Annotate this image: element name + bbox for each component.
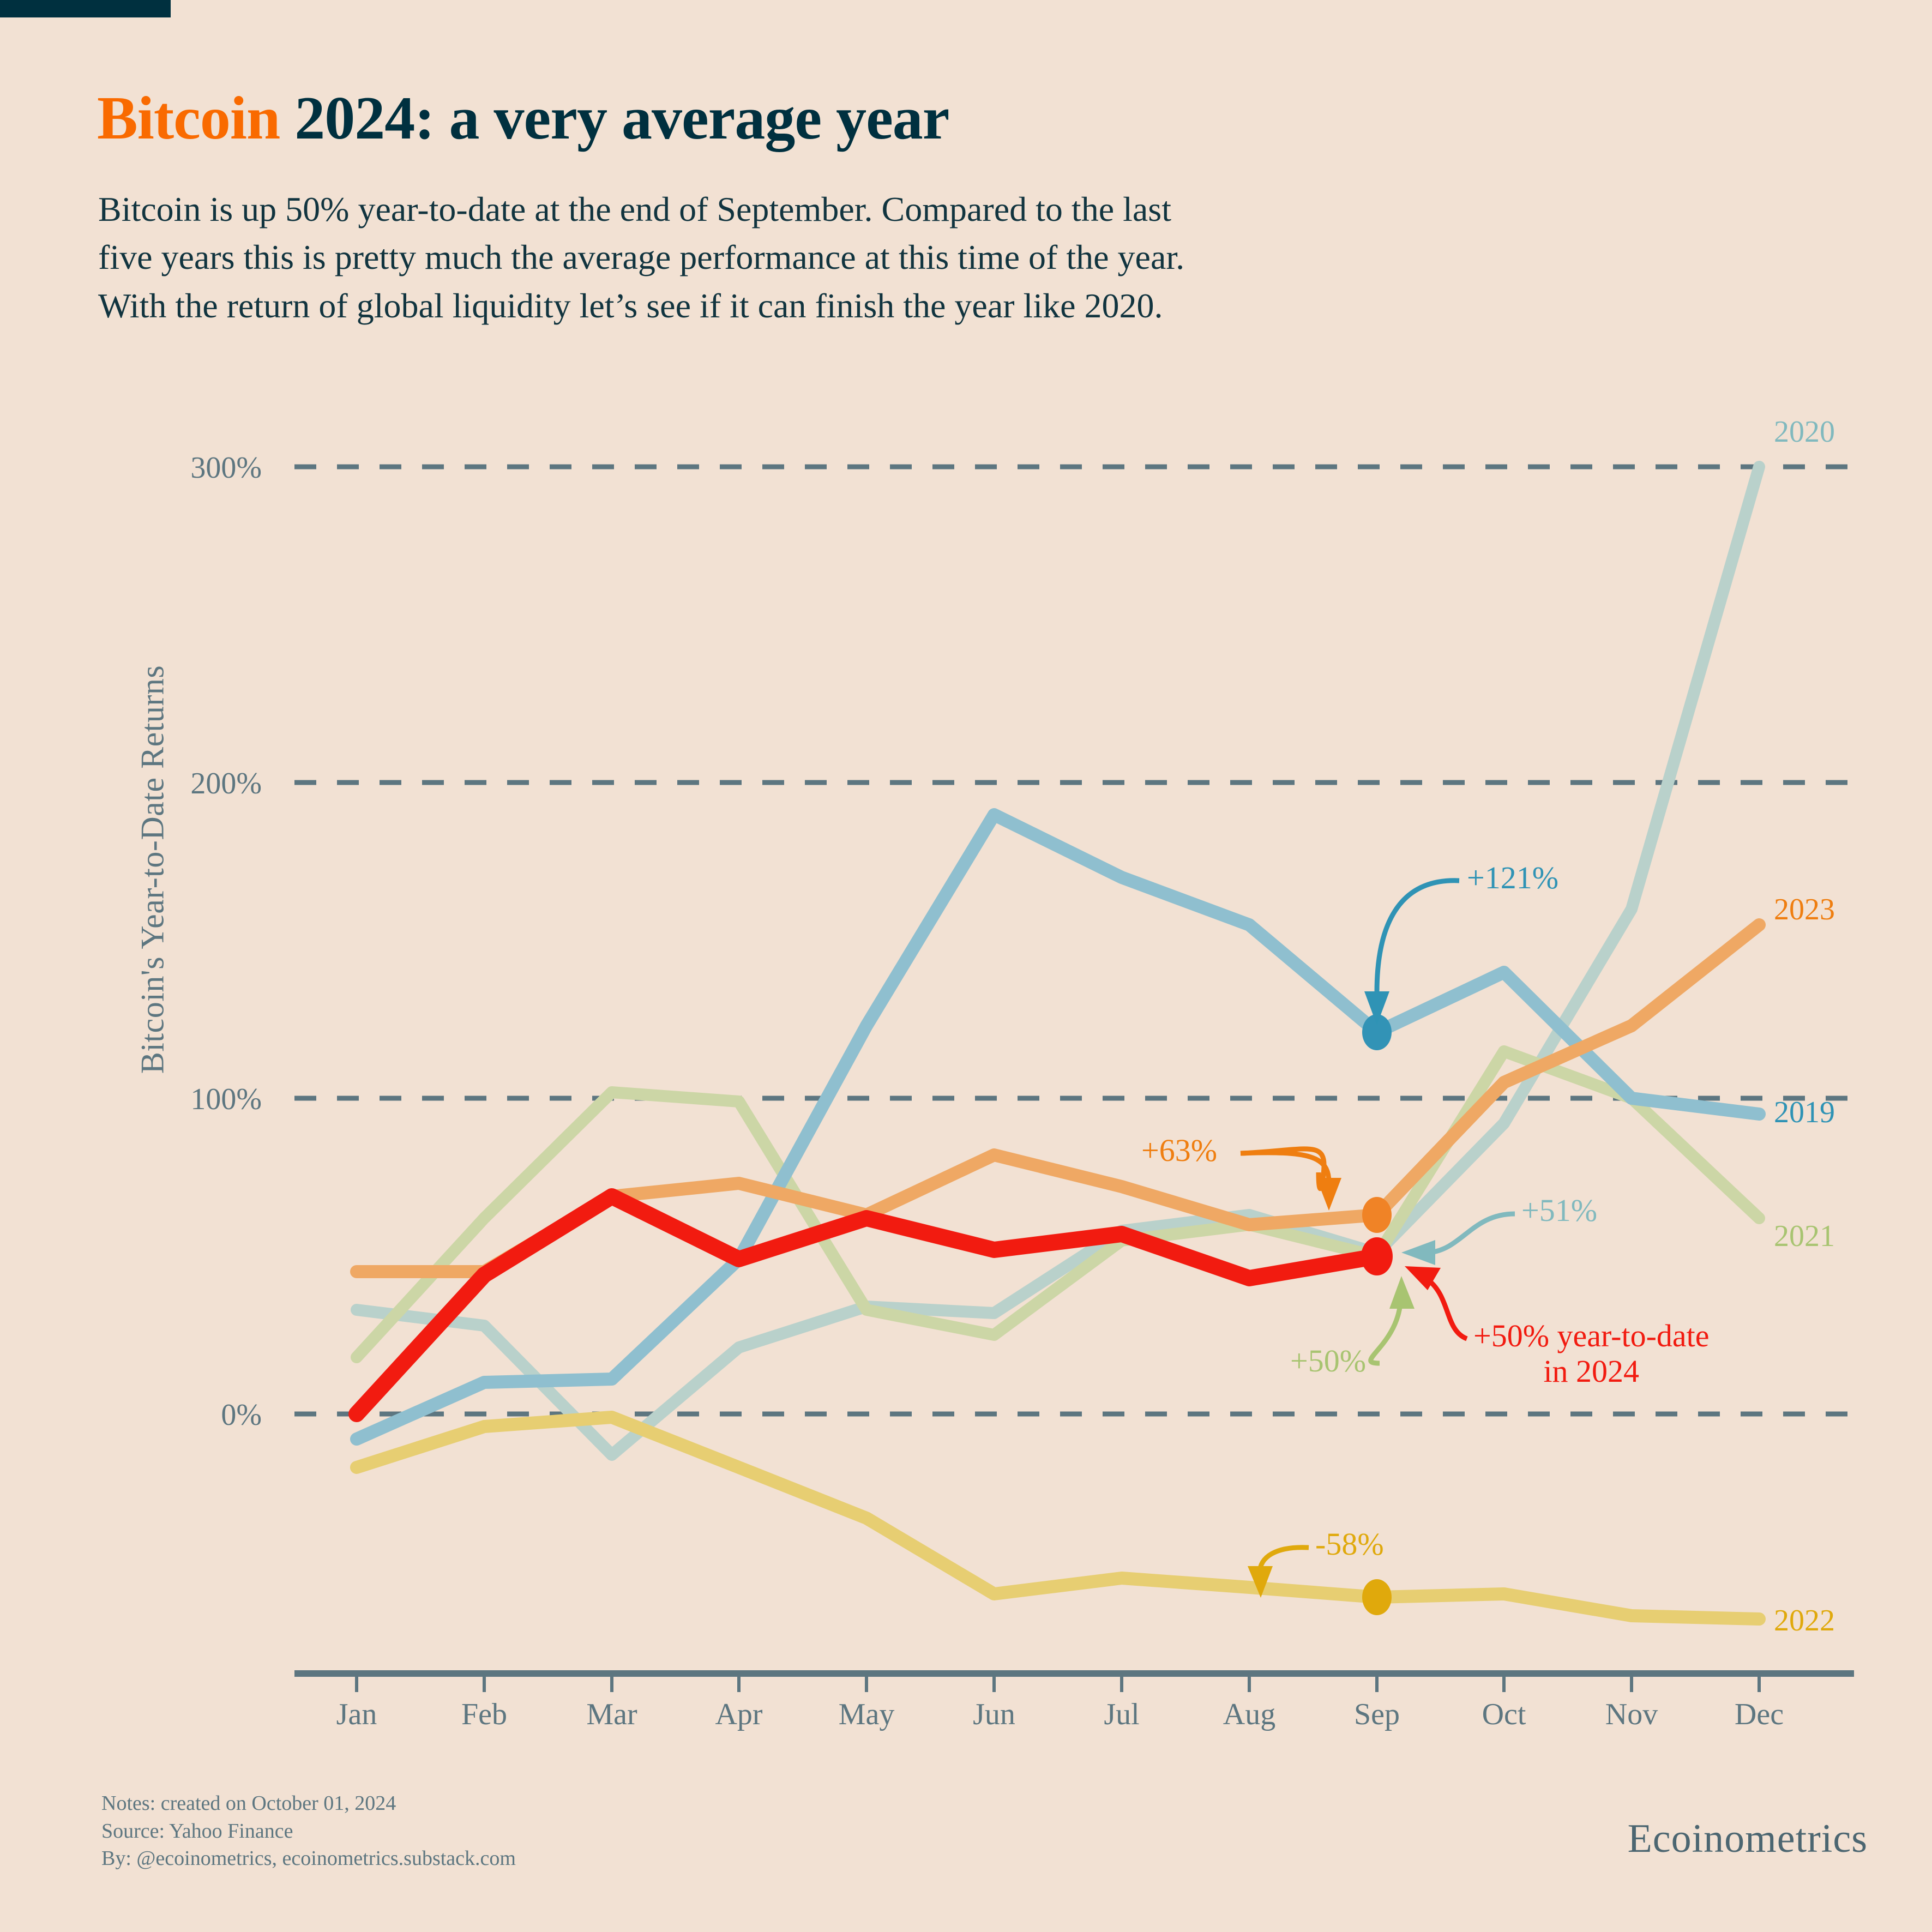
footer-notes: Notes: created on October 01, 2024 Sourc…	[101, 1790, 516, 1873]
x-tick-feb: Feb	[461, 1698, 507, 1731]
marker-dot-2023	[1362, 1197, 1392, 1233]
x-tick-nov: Nov	[1605, 1698, 1658, 1731]
marker-dot-2019	[1362, 1014, 1392, 1050]
annotation-50-2024: +50% year-to-date in 2024	[1473, 1318, 1710, 1389]
brand-logo: Ecoinometrics	[1627, 1816, 1868, 1861]
series-line-2020	[351, 461, 1765, 1461]
annotation-arrow-50-red	[1405, 1266, 1468, 1341]
y-tick-0: 0%	[221, 1398, 262, 1432]
annotation-arrow-58	[1248, 1545, 1309, 1598]
series-label-2022: 2022	[1774, 1604, 1835, 1638]
annotation-arrow-121	[1364, 878, 1460, 1025]
series-line-2024	[348, 1188, 1385, 1422]
annotation-arrow-50-green	[1368, 1276, 1415, 1366]
annotation-50-2024-line1: +50% year-to-date	[1473, 1318, 1710, 1353]
series-line-2022	[350, 1411, 1766, 1626]
annotation-63: +63%	[1141, 1133, 1218, 1168]
x-tick-jun: Jun	[973, 1698, 1015, 1731]
x-tick-sep: Sep	[1354, 1698, 1400, 1731]
x-tick-jul: Jul	[1104, 1698, 1140, 1731]
x-tick-apr: Apr	[715, 1698, 763, 1731]
subtitle: Bitcoin is up 50% year-to-date at the en…	[98, 185, 1761, 330]
marker-dot-2024	[1361, 1237, 1393, 1275]
x-tick-mar: Mar	[586, 1698, 637, 1731]
series-label-2019: 2019	[1774, 1096, 1835, 1129]
annotation-50-green: +50%	[1290, 1343, 1367, 1379]
page-title: Bitcoin 2024: a very average year	[97, 83, 950, 154]
series-label-2023: 2023	[1774, 893, 1835, 926]
subtitle-line-2: five years this is pretty much the avera…	[98, 238, 1185, 277]
annotation-121: +121%	[1467, 860, 1559, 895]
annotation-51: +51%	[1521, 1193, 1598, 1228]
annotation-arrow-63	[1240, 1146, 1341, 1211]
x-tick-jan: Jan	[336, 1698, 377, 1731]
subtitle-line-1: Bitcoin is up 50% year-to-date at the en…	[98, 190, 1171, 228]
series-label-2020: 2020	[1774, 415, 1835, 449]
series-line-2019	[350, 808, 1766, 1446]
subtitle-line-3: With the return of global liquidity let’…	[98, 286, 1163, 325]
series-label-2021: 2021	[1774, 1219, 1835, 1253]
annotation-58: -58%	[1315, 1526, 1384, 1562]
x-tick-may: May	[838, 1698, 895, 1731]
x-tick-oct: Oct	[1482, 1698, 1526, 1731]
y-tick-300: 300%	[190, 451, 262, 485]
y-tick-100: 100%	[190, 1082, 262, 1116]
x-tick-dec: Dec	[1734, 1698, 1784, 1731]
x-axis-ticks	[355, 1674, 1761, 1692]
series-line-2021	[351, 1045, 1765, 1363]
marker-dot-2022	[1362, 1579, 1392, 1615]
annotation-arrow-51	[1401, 1211, 1515, 1265]
accent-bar	[0, 0, 171, 17]
annotation-50-2024-line2: in 2024	[1543, 1353, 1640, 1389]
notes-line-3: By: @ecoinometrics, ecoinometrics.substa…	[101, 1847, 516, 1870]
title-rest: 2024: a very average year	[280, 85, 949, 153]
notes-line-2: Source: Yahoo Finance	[101, 1819, 293, 1843]
x-tick-aug: Aug	[1223, 1698, 1276, 1731]
gridlines	[294, 464, 1854, 1417]
notes-line-1: Notes: created on October 01, 2024	[101, 1792, 396, 1815]
title-brand: Bitcoin	[97, 85, 280, 153]
y-tick-200: 200%	[190, 767, 262, 801]
